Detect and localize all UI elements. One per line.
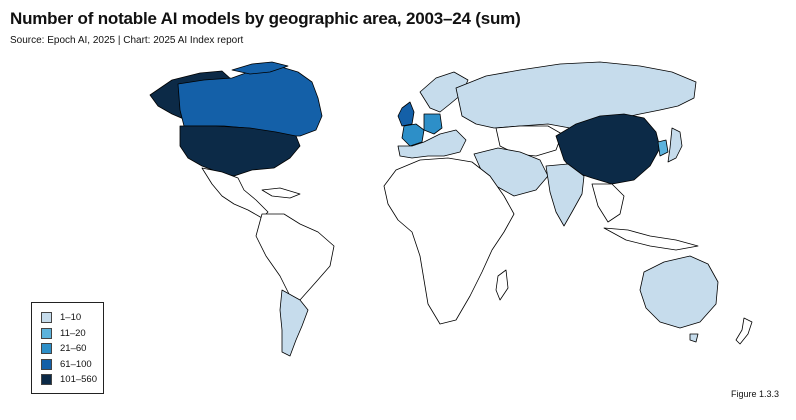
region-brazil — [255, 213, 335, 301]
legend-label: 101–560 — [60, 374, 97, 386]
region-france — [401, 123, 425, 147]
map-legend: 1–10 11–20 21–60 61–100 101–560 — [31, 302, 104, 394]
region-india — [545, 163, 585, 227]
region-argentina — [279, 289, 309, 357]
region-africa — [383, 157, 515, 325]
region-australia — [639, 255, 719, 329]
region-southeast-asia — [591, 183, 625, 223]
legend-swatch — [41, 358, 52, 370]
legend-label: 1–10 — [60, 312, 82, 324]
region-tasmania — [689, 333, 699, 343]
region-southern-europe — [397, 129, 467, 159]
legend-item: 101–560 — [41, 372, 103, 388]
legend-swatch — [41, 374, 52, 386]
region-canada-islands — [231, 61, 289, 75]
region-japan — [667, 127, 683, 163]
map-source: Source: Epoch AI, 2025 | Chart: 2025 AI … — [10, 35, 244, 46]
region-madagascar — [495, 269, 509, 301]
region-central-asia — [495, 125, 563, 157]
map-title: Number of notable AI models by geographi… — [10, 9, 521, 28]
region-south-korea — [657, 139, 669, 157]
legend-label: 11–20 — [60, 327, 86, 339]
region-united-kingdom — [397, 101, 415, 127]
legend-item: 11–20 — [41, 326, 103, 342]
region-indonesia — [603, 227, 699, 251]
region-caribbean — [261, 187, 301, 199]
legend-item: 21–60 — [41, 341, 103, 357]
legend-swatch — [41, 312, 52, 324]
legend-item: 61–100 — [41, 357, 103, 373]
region-germany — [423, 113, 443, 135]
region-united-states — [179, 125, 301, 177]
legend-label: 61–100 — [60, 358, 92, 370]
legend-item: 1–10 — [41, 310, 103, 326]
figure-label: Figure 1.3.3 — [730, 389, 779, 399]
legend-label: 21–60 — [60, 343, 87, 355]
legend-swatch — [41, 327, 52, 339]
region-russia — [455, 61, 697, 129]
region-new-zealand — [735, 317, 753, 345]
legend-swatch — [41, 343, 52, 355]
